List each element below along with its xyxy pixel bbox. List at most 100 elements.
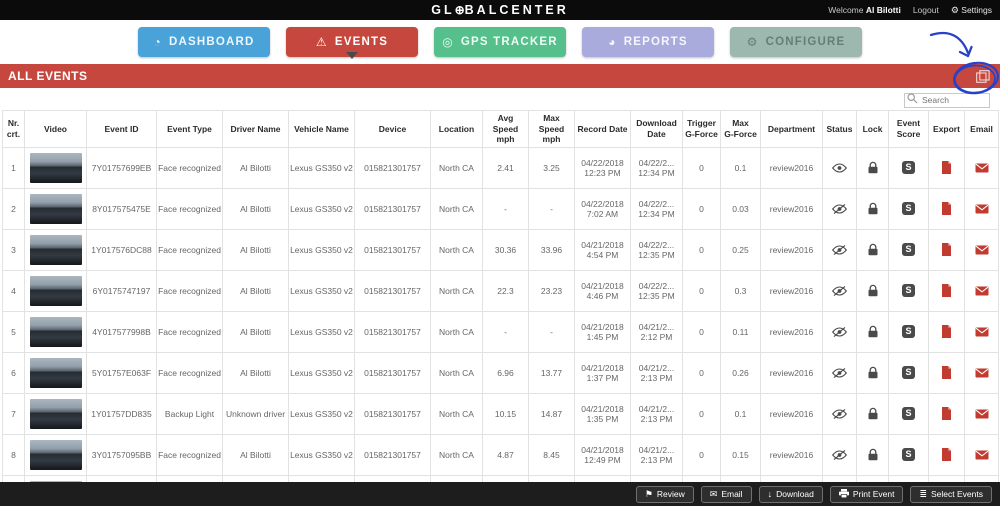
cell-export[interactable] [928,310,965,353]
column-header[interactable]: Event ID [86,110,157,148]
video-thumbnail[interactable] [29,357,82,388]
cell-email[interactable] [964,433,999,476]
cell-status[interactable] [822,392,857,435]
cell-email[interactable] [964,146,999,189]
event-row[interactable]: 8 3Y01757095BB Face recognized Al Bilotti Le… [2,433,999,476]
pdf-file-icon[interactable] [941,202,952,216]
cell-event-score[interactable]: S [888,269,929,312]
tab-events[interactable]: ⚠ EVENTS [286,27,418,59]
download-button[interactable]: ↓ Download [758,485,823,503]
event-row[interactable]: 2 8Y017575475E Face recognized Al Bilotti Le… [2,187,999,230]
event-row[interactable]: 1 7Y01757699EB Face recognized Al Bilotti Le… [2,146,999,189]
cell-status[interactable] [822,146,857,189]
pdf-file-icon[interactable] [941,161,952,175]
search-input[interactable] [904,92,990,108]
column-header[interactable]: Video [24,110,87,148]
column-header[interactable]: Avg Speed mph [482,110,529,148]
cell-video[interactable] [24,187,87,230]
cell-export[interactable] [928,228,965,271]
envelope-icon[interactable] [975,368,989,378]
eye-slash-icon[interactable] [831,327,848,338]
cell-video[interactable] [24,146,87,189]
column-header[interactable]: Device [354,110,431,148]
column-header[interactable]: Department [760,110,823,148]
envelope-icon[interactable] [975,450,989,460]
video-thumbnail[interactable] [29,234,82,265]
envelope-icon[interactable] [975,409,989,419]
video-thumbnail[interactable] [29,193,82,224]
pdf-file-icon[interactable] [941,407,952,421]
envelope-icon[interactable] [975,286,989,296]
cell-event-score[interactable]: S [888,146,929,189]
cell-lock[interactable] [856,392,889,435]
column-header[interactable]: Export [928,110,965,148]
cell-email[interactable] [964,392,999,435]
cell-video[interactable] [24,392,87,435]
score-badge-icon[interactable]: S [902,161,915,175]
score-badge-icon[interactable]: S [902,243,915,257]
cell-video[interactable] [24,351,87,394]
score-badge-icon[interactable]: S [902,284,915,298]
cell-email[interactable] [964,310,999,353]
padlock-icon[interactable] [867,325,879,338]
event-row[interactable]: 7 1Y01757DD835 Backup Light Unknown driver L… [2,392,999,435]
eye-slash-icon[interactable] [831,286,848,297]
column-header[interactable]: Lock [856,110,889,148]
cell-video[interactable] [24,310,87,353]
cell-event-score[interactable]: S [888,310,929,353]
cell-email[interactable] [964,187,999,230]
cell-lock[interactable] [856,351,889,394]
cell-export[interactable] [928,392,965,435]
pdf-file-icon[interactable] [941,366,952,380]
cell-event-score[interactable]: S [888,228,929,271]
envelope-icon[interactable] [975,163,989,173]
video-thumbnail[interactable] [29,398,82,429]
eye-icon[interactable] [831,163,848,173]
print-event-button[interactable]: Print Event [829,485,904,503]
cell-lock[interactable] [856,310,889,353]
column-header[interactable]: Max Speed mph [528,110,575,148]
padlock-icon[interactable] [867,161,879,174]
review-button[interactable]: ⚑ Review [635,485,694,503]
column-header[interactable]: Event Score [888,110,929,148]
event-row[interactable]: 4 6Y0175747197 Face recognized Al Bilotti Le… [2,269,999,312]
cell-export[interactable] [928,187,965,230]
cell-event-score[interactable]: S [888,392,929,435]
score-badge-icon[interactable]: S [902,325,915,339]
select-events-button[interactable]: ≣ Select Events [910,485,992,503]
cell-status[interactable] [822,228,857,271]
padlock-icon[interactable] [867,202,879,215]
cell-email[interactable] [964,228,999,271]
cell-event-score[interactable]: S [888,433,929,476]
cell-status[interactable] [822,310,857,353]
tab-configure[interactable]: ⚙ CONFIGURE [730,27,862,57]
padlock-icon[interactable] [867,243,879,256]
cell-export[interactable] [928,433,965,476]
column-header[interactable]: Email [964,110,999,148]
pdf-file-icon[interactable] [941,448,952,462]
envelope-icon[interactable] [975,245,989,255]
score-badge-icon[interactable]: S [902,448,915,462]
cell-lock[interactable] [856,228,889,271]
eye-slash-icon[interactable] [831,409,848,420]
cell-status[interactable] [822,269,857,312]
cell-video[interactable] [24,269,87,312]
column-header[interactable]: Location [430,110,483,148]
cell-video[interactable] [24,433,87,476]
event-row[interactable]: 3 1Y017576DC88 Face recognized Al Bilotti Le… [2,228,999,271]
cell-video[interactable] [24,228,87,271]
cell-email[interactable] [964,269,999,312]
score-badge-icon[interactable]: S [902,202,915,216]
cell-export[interactable] [928,146,965,189]
logout-link[interactable]: Logout [912,5,939,15]
padlock-icon[interactable] [867,366,879,379]
pdf-file-icon[interactable] [941,243,952,257]
settings-button[interactable]: ⚙ Settings [951,5,992,16]
pdf-file-icon[interactable] [941,325,952,339]
tab-dashboard[interactable]: ◔ DASHBOARD [138,27,270,57]
column-header[interactable]: Nr. crt. [2,110,25,148]
column-header[interactable]: Event Type [156,110,223,148]
pdf-file-icon[interactable] [941,284,952,298]
cell-lock[interactable] [856,433,889,476]
cell-email[interactable] [964,351,999,394]
